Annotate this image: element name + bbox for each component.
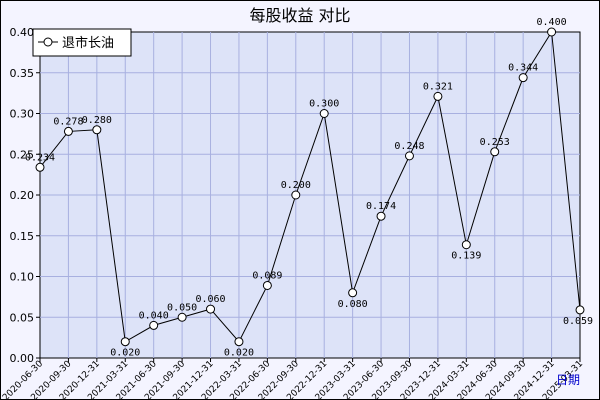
series-layer — [35, 27, 585, 347]
legend[interactable]: 退市长油 — [32, 28, 132, 57]
data-label: 0.080 — [338, 299, 368, 310]
data-label: 0.174 — [366, 201, 396, 212]
data-point — [92, 125, 102, 135]
y-tick-label: 0.25 — [10, 148, 35, 161]
legend-marker-icon — [43, 37, 53, 47]
data-label: 0.300 — [309, 99, 339, 110]
data-label: 0.278 — [53, 116, 83, 127]
data-point — [35, 162, 45, 172]
data-label: 0.400 — [537, 17, 567, 28]
y-tick-label: 0.15 — [10, 230, 35, 243]
data-label: 0.280 — [82, 115, 112, 126]
data-point — [63, 126, 73, 136]
data-label: 0.139 — [451, 251, 481, 262]
data-label: 0.089 — [252, 270, 282, 281]
chart-title: 每股收益 对比 — [249, 6, 350, 25]
data-point — [206, 304, 216, 314]
y-tick-label: 0.00 — [10, 352, 35, 365]
y-tick-label: 0.20 — [10, 189, 35, 202]
data-point — [262, 280, 272, 290]
data-point — [404, 151, 414, 161]
data-point — [575, 305, 585, 315]
data-point — [291, 190, 301, 200]
y-tick-label: 0.40 — [10, 26, 35, 39]
data-label: 0.040 — [139, 310, 169, 321]
x-axis-title: 日期 — [556, 373, 580, 387]
series-line — [39, 30, 581, 343]
data-point — [490, 147, 500, 157]
data-label: 0.321 — [423, 81, 453, 92]
grid-layer — [40, 32, 580, 358]
data-point — [518, 73, 528, 83]
data-point — [120, 337, 130, 347]
data-label: 0.344 — [508, 63, 538, 74]
data-label: 0.253 — [480, 137, 510, 148]
data-label: 0.050 — [167, 302, 197, 313]
y-tick-label: 0.35 — [10, 67, 35, 80]
data-point — [149, 320, 159, 330]
data-label: 0.200 — [281, 180, 311, 191]
data-label: 0.248 — [394, 141, 424, 152]
y-tick-label: 0.10 — [10, 271, 35, 284]
data-label: 0.060 — [195, 294, 225, 305]
data-point — [348, 288, 358, 298]
data-label: 0.059 — [563, 316, 593, 327]
legend-series-label: 退市长油 — [62, 35, 114, 51]
data-point — [433, 91, 443, 101]
y-tick-label: 0.05 — [10, 311, 35, 324]
data-point — [547, 27, 557, 37]
data-point — [461, 240, 471, 250]
data-label: 0.020 — [110, 348, 140, 359]
data-point — [234, 337, 244, 347]
data-label: 0.020 — [224, 348, 254, 359]
y-tick-label: 0.30 — [10, 108, 35, 121]
data-label: 0.234 — [25, 152, 55, 163]
data-point — [376, 211, 386, 221]
data-point — [177, 312, 187, 322]
data-point — [319, 109, 329, 118]
